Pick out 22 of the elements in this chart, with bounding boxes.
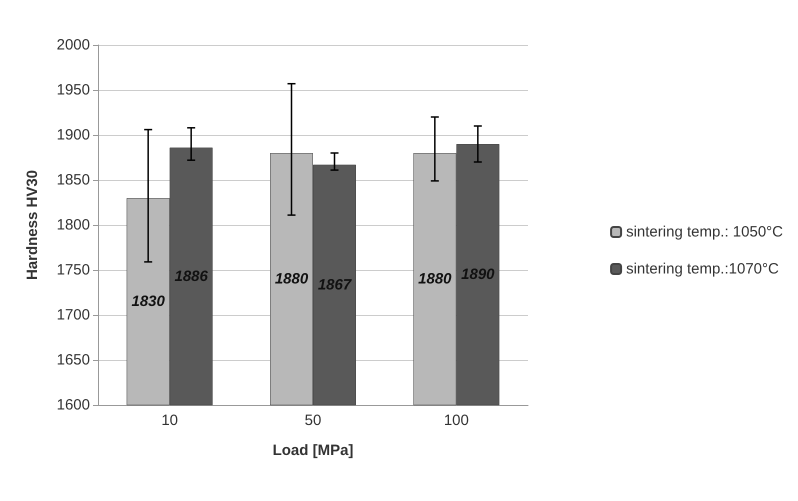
x-tick-label: 100 [444, 412, 469, 429]
x-tick-label: 50 [304, 412, 322, 429]
data-label: 1830 [131, 293, 166, 310]
y-tick-label: 1850 [56, 172, 90, 188]
x-tick-label: 10 [161, 412, 178, 429]
y-tick-label: 1750 [56, 262, 90, 278]
data-label: 1867 [318, 276, 352, 294]
y-tick-label: 1650 [56, 352, 90, 368]
data-label: 1880 [418, 270, 452, 288]
legend-label: sintering temp.:1070°C [626, 260, 779, 278]
legend-label: sintering temp.: 1050°C [626, 224, 784, 240]
y-tick-label: 1900 [56, 126, 90, 144]
y-axis-title: Hardness HV30 [24, 170, 41, 280]
y-tick-label: 1600 [56, 396, 90, 414]
y-tick-label: 1950 [56, 82, 90, 98]
y-tick-label: 1700 [56, 306, 90, 324]
data-label: 1886 [174, 268, 209, 285]
x-axis-title: Load [MPa] [272, 442, 354, 459]
data-label: 1890 [461, 266, 496, 284]
y-tick-label: 2000 [56, 36, 90, 54]
data-label: 1880 [274, 270, 309, 288]
y-tick-label: 1800 [56, 216, 90, 234]
